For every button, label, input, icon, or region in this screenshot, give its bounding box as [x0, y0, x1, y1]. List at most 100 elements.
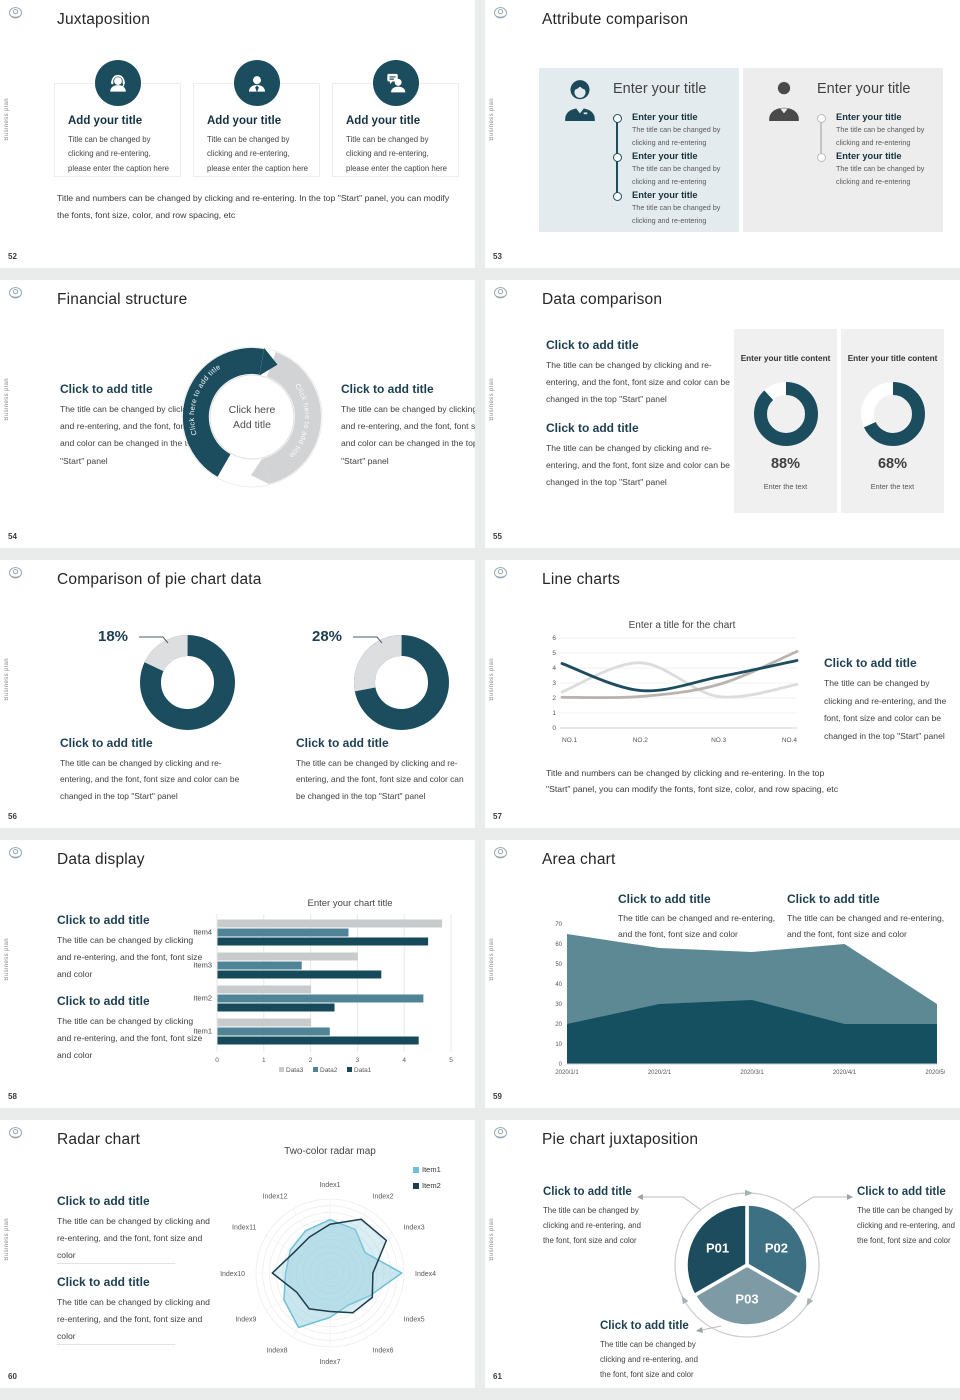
side-label: Business plan [4, 1218, 10, 1261]
svg-text:NO.1: NO.1 [562, 737, 578, 744]
footnote-line: Title and numbers can be changed by clic… [57, 193, 450, 203]
female-person-icon [562, 77, 598, 122]
timeline-item-caption: The title can be changed by clicking and… [632, 203, 721, 225]
slide-57-line-charts[interactable]: Business plan Line charts Enter a title … [485, 560, 960, 828]
svg-text:Index1: Index1 [319, 1182, 340, 1189]
svg-text:Index9: Index9 [235, 1317, 256, 1324]
legend-swatch [413, 1182, 419, 1189]
slide-59-area-chart[interactable]: Business plan Area chart Click to add ti… [485, 840, 960, 1108]
timeline-item: Enter your title The title can be change… [632, 190, 742, 227]
side-label: Business plan [4, 98, 10, 141]
block-caption: The title can be changed by clicking and… [57, 935, 203, 979]
dark-arrowhead [259, 348, 278, 376]
brand-crest-icon [493, 285, 508, 300]
footnote-line: Title and numbers can be changed by clic… [546, 768, 825, 778]
block-heading: Click to add title [296, 736, 389, 750]
block-caption: The title can be changed by clicking and… [60, 404, 206, 466]
svg-text:1: 1 [262, 1057, 266, 1064]
slide-58-data-display[interactable]: Business plan Data display Click to add … [0, 840, 475, 1108]
svg-text:Index11: Index11 [232, 1225, 256, 1232]
svg-text:Index6: Index6 [373, 1348, 394, 1355]
slide-60-radar-chart[interactable]: Business plan Radar chart Click to add t… [0, 1120, 475, 1388]
svg-text:P01: P01 [706, 1241, 729, 1256]
svg-text:5: 5 [552, 650, 556, 657]
legend-label: Item1 [422, 1165, 441, 1174]
svg-text:Index12: Index12 [263, 1193, 288, 1200]
svg-text:4: 4 [402, 1057, 406, 1064]
svg-text:50: 50 [555, 962, 562, 968]
svg-text:5: 5 [449, 1057, 453, 1064]
timeline-item-title: Enter your title [632, 112, 698, 122]
slide-61-pie-juxtaposition[interactable]: Business plan Pie chart juxtaposition Cl… [485, 1120, 960, 1388]
block-caption: The title can be changed and re-entering… [618, 913, 776, 940]
svg-text:NO.3: NO.3 [711, 737, 727, 744]
slide-56-pie-comparison[interactable]: Business plan Comparison of pie chart da… [0, 560, 475, 828]
slide-55-data-comparison[interactable]: Business plan Data comparison Click to a… [485, 280, 960, 548]
card-caption: Title can be changed by clicking and re-… [207, 135, 308, 173]
block-caption: The title can be changed by clicking and… [57, 1216, 210, 1260]
svg-text:Index2: Index2 [373, 1193, 394, 1200]
businessman-icon [233, 60, 280, 106]
line-chart: 0 1 2 3 4 5 6 NO.1 NO.2 NO.3 NO.4 [552, 635, 799, 744]
timeline-item-caption: The title can be changed by clicking and… [632, 164, 721, 186]
stat-caption: Enter the text [870, 482, 915, 491]
gray-arrowhead [251, 457, 271, 485]
timeline-item-caption: The title can be changed by clicking and… [836, 164, 925, 186]
svg-text:NO.2: NO.2 [633, 737, 649, 744]
page-number: 60 [8, 1372, 17, 1381]
slide-title: Radar chart [57, 1131, 141, 1148]
timeline-dot [612, 191, 622, 201]
page-number: 61 [493, 1372, 502, 1381]
svg-text:3: 3 [356, 1057, 360, 1064]
feature-card: Add your title Title can be changed by c… [54, 60, 181, 177]
side-label: Business plan [489, 1218, 495, 1261]
brand-crest-icon [493, 1125, 508, 1140]
donut-chart-88 [753, 382, 818, 446]
block-caption: The title can be changed by clicking and… [546, 360, 730, 404]
card-title: Add your title [207, 115, 282, 127]
cycle-center-line2: Add title [233, 419, 271, 431]
card-title: Add your title [68, 115, 143, 127]
svg-text:2: 2 [552, 695, 556, 702]
block-caption: The title can be changed by clicking and… [824, 678, 947, 741]
block-heading: Click to add title [60, 382, 153, 396]
timeline-item-title: Enter your title [632, 190, 698, 200]
block-heading: Click to add title [57, 994, 150, 1008]
svg-text:2020/5/1: 2020/5/1 [925, 1070, 945, 1076]
support-agent-icon [94, 60, 141, 106]
svg-text:Data3: Data3 [286, 1067, 304, 1074]
timeline-item-title: Enter your title [836, 112, 902, 122]
block-heading: Click to add title [341, 382, 434, 396]
slide-54-financial-structure[interactable]: Business plan Financial structure Click … [0, 280, 475, 548]
side-label: Business plan [489, 378, 495, 421]
svg-text:Index4: Index4 [415, 1271, 436, 1278]
brand-crest-icon [8, 1125, 23, 1140]
svg-text:Item4: Item4 [193, 928, 212, 937]
feature-card: Add your title Title can be changed by c… [193, 60, 320, 177]
svg-text:2020/4/1: 2020/4/1 [833, 1070, 857, 1076]
brand-crest-icon [8, 845, 23, 860]
block-heading: Click to add title [57, 1194, 150, 1208]
slide-53-attribute-comparison[interactable]: Business plan Attribute comparison Enter… [485, 0, 960, 268]
brand-crest-icon [493, 5, 508, 20]
block-heading: Click to add title [60, 736, 153, 750]
side-label: Business plan [489, 938, 495, 981]
stat-card: Enter your title content 88% Enter the t… [734, 329, 837, 513]
svg-text:P02: P02 [765, 1241, 788, 1256]
page-number: 54 [8, 532, 17, 541]
svg-text:Item2: Item2 [193, 994, 212, 1003]
timeline-dot [816, 113, 826, 123]
block-heading: Click to add title [824, 656, 917, 670]
radar-chart: Index1 Index2 Index3 Index4 Index5 Index6 Inde… [220, 1182, 436, 1366]
percent-label: 18% [98, 628, 129, 645]
block-caption: The title can be changed by clicking and… [60, 758, 240, 801]
side-label: Business plan [4, 378, 10, 421]
block-heading: Click to add title [546, 338, 639, 352]
donut-chart-18 [140, 635, 235, 730]
timeline-item-caption: The title can be changed by clicking and… [836, 125, 925, 147]
brand-crest-icon [493, 845, 508, 860]
side-label: Business plan [489, 658, 495, 701]
cycle-center-line1: Click here [229, 404, 276, 416]
svg-text:Index10: Index10 [220, 1271, 245, 1278]
slide-52-juxtaposition[interactable]: Business plan Juxtaposition Add your tit… [0, 0, 475, 268]
